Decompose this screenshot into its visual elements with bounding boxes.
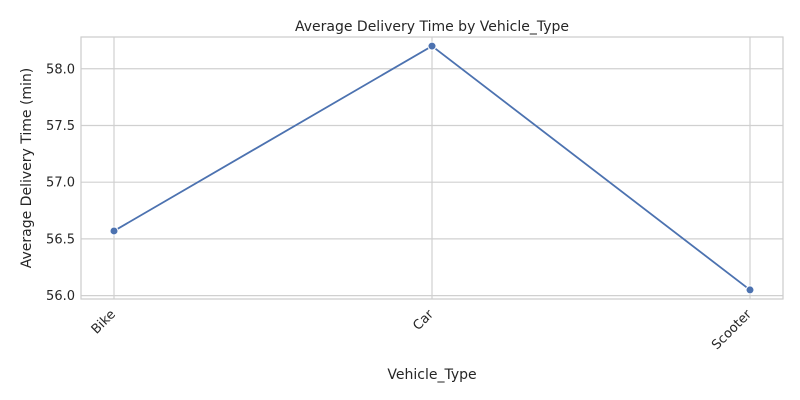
y-tick-label: 57.5 [46,119,75,134]
series-layer [109,41,755,295]
y-axis-ticks: 56.0 56.5 57.0 57.5 58.0 [46,62,75,304]
x-tick-label: Car [410,307,437,334]
y-tick-label: 56.0 [46,289,75,304]
y-tick-label: 57.0 [46,176,75,191]
plot-area-frame [80,36,784,300]
y-axis-label: Average Delivery Time (min) [19,68,35,269]
data-point-scooter [745,285,755,295]
grid [81,37,783,299]
chart-title: Average Delivery Time by Vehicle_Type [295,19,569,35]
x-tick-label: Bike [89,307,119,337]
data-point-car [427,41,437,51]
x-axis-label: Vehicle_Type [387,367,476,383]
y-tick-label: 56.5 [46,232,75,247]
x-axis-ticks: Bike Car Scooter [89,307,756,353]
y-tick-label: 58.0 [46,62,75,77]
x-tick-label: Scooter [709,307,755,353]
data-point-bike [109,226,119,236]
